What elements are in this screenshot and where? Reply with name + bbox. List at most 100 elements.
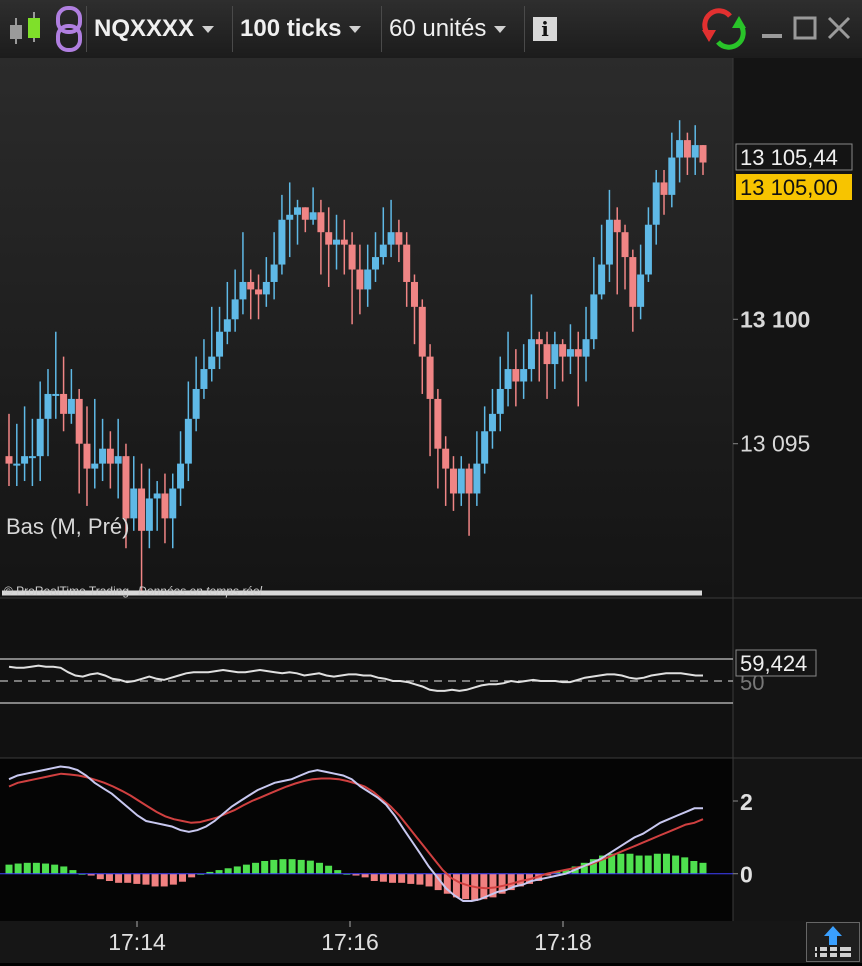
upload-button[interactable] [806,922,860,962]
macd-histogram-bar [151,873,159,887]
candle-body [36,418,44,457]
last-price-label: 13 105,44 [740,145,838,170]
macd-histogram-bar [179,873,186,882]
candle-body [192,388,200,419]
macd-histogram-bar [334,870,342,874]
maximize-icon[interactable] [792,14,818,47]
refresh-button[interactable] [700,0,748,58]
candle-body [106,448,114,464]
candle-body [177,463,185,489]
candle-body [216,331,224,357]
macd-histogram-bar [23,862,31,874]
time-axis-background [0,921,862,963]
candle-body [559,344,567,357]
macd-histogram-bar [626,853,634,874]
macd-histogram-bar [224,868,232,874]
candle-body [590,294,598,340]
price-tick-label: 13 100 [740,306,810,332]
units-selector[interactable]: 60 unités [381,0,514,58]
macd-histogram-bar [215,870,223,874]
macd-histogram-bar [306,860,314,874]
candle-body [691,145,699,158]
candle-body [239,281,247,300]
macd-histogram-bar [5,864,13,874]
macd-axis-ticks: 20 [733,789,753,888]
candle-body [683,140,691,158]
price-tick-label: 13 095 [740,431,810,457]
candle-body [262,281,270,295]
macd-histogram-bar [206,871,214,874]
link-button[interactable] [54,0,84,58]
macd-histogram-bar [60,866,68,874]
candle-body [169,488,177,519]
candle-body [184,418,192,464]
candle-body [496,388,504,414]
candle-body [270,264,278,282]
price-panel-background [0,58,733,598]
candle-body [457,468,465,494]
candle-body [286,214,294,220]
candle-body [465,468,473,494]
candle-body [410,281,418,307]
candle-body [481,431,489,464]
candle-body [660,182,668,195]
close-icon[interactable] [826,14,852,47]
macd-histogram-bar [279,859,287,874]
candle-body [644,224,652,275]
macd-histogram-bar [635,855,643,874]
candle-body [574,349,582,357]
macd-histogram-bar [672,855,680,874]
oscillator-levels [0,658,733,704]
candle-body [317,212,325,233]
macd-histogram-bar [105,873,113,881]
candle-body [527,339,535,370]
info-icon[interactable]: i [533,17,557,41]
macd-histogram-bar [261,861,269,874]
macd-histogram-bar [32,862,40,874]
watermark-data-source: Données en temps réel [138,584,262,598]
candle-body [231,299,239,320]
macd-histogram-bar [115,873,123,883]
time-axis-ticks: 17:14 17:16 17:18 [108,921,592,955]
macd-histogram-bar [480,873,488,900]
candle-body [255,289,263,295]
candle-body [488,413,496,432]
macd-histogram-bar [562,870,570,874]
toolbar-separator [232,6,233,52]
candle-body [223,319,231,332]
candle-body [621,232,629,258]
candle-body [504,369,512,389]
candle-body [153,493,161,499]
minimize-icon[interactable] [760,14,784,47]
candle-body [309,212,317,220]
macd-histogram-bar [169,873,177,885]
last-price-label-box: 13 105,44 [735,143,853,171]
watermark-brand: © ProRealTime Trading [4,584,129,598]
candle-body [44,393,52,419]
candle-body [582,339,590,357]
macd-histogram-bar [425,873,433,887]
instrument-selector[interactable]: NQXXXX [86,0,222,58]
macd-histogram-bar [489,873,497,898]
instrument-label: NQXXXX [94,15,195,42]
candle-body [676,140,684,158]
candle-body [247,281,255,290]
macd-histogram-bar [325,865,333,874]
macd-histogram-bar [407,873,415,884]
chart-area[interactable]: 13 100 13 095 Bas (M, Pré) © ProRealTime … [0,58,862,963]
candle-body [130,488,138,519]
candle-body [52,393,60,396]
candle-body [75,398,83,444]
macd-histogram-bar [580,862,588,874]
candle-body [387,232,395,245]
macd-histogram-bar [617,853,625,874]
refresh-arrows-icon [702,8,746,50]
macd-histogram-bar [599,855,607,874]
macd-histogram-bar [443,873,451,894]
interval-selector[interactable]: 100 ticks [232,0,369,58]
current-price-label-box: 13 105,00 [736,174,852,200]
candle-body [200,369,208,389]
macd-histogram-bar [352,873,360,876]
candle-body [598,264,606,295]
chart-style-button[interactable] [4,0,46,58]
